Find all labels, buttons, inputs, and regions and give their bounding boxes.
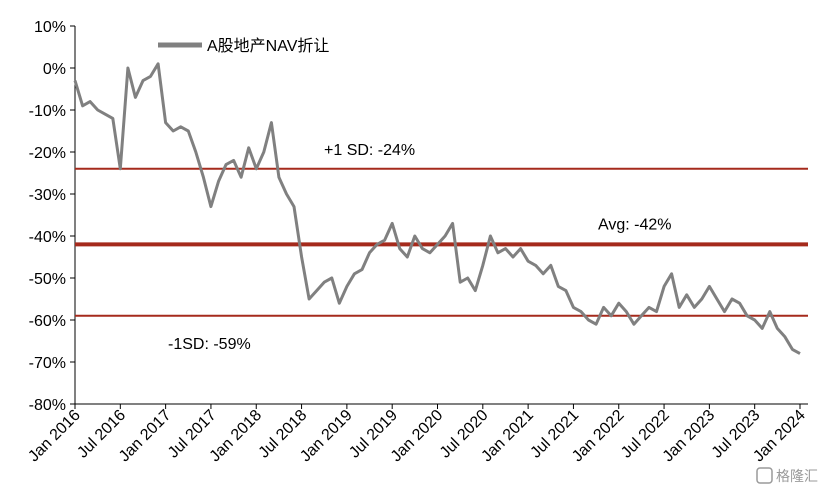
legend: A股地产NAV折让 [158, 37, 329, 55]
y-tick-label: -70% [29, 355, 66, 372]
watermark-text: 格隆汇 [776, 469, 818, 485]
y-tick-label: 0% [43, 61, 66, 78]
series-line [73, 62, 801, 355]
y-tick-label: -60% [29, 313, 66, 330]
reference-lines [75, 167, 808, 317]
x-tick-label: Jan 2016 [25, 407, 84, 466]
y-tick-label: -50% [29, 271, 66, 288]
y-tick-label: 10% [34, 19, 66, 36]
legend-label: A股地产NAV折让 [207, 37, 329, 55]
watermark: 格隆汇 [756, 467, 818, 485]
reference-line-label: +1 SD: -24% [324, 142, 415, 159]
y-tick-label: -30% [29, 187, 66, 204]
y-tick-label: -10% [29, 103, 66, 120]
series-group [73, 62, 801, 355]
reference-line-label: -1SD: -59% [168, 336, 251, 353]
y-tick-label: -80% [29, 397, 66, 414]
watermark-logo-icon [756, 467, 773, 484]
annotations: +1 SD: -24% Avg: -42% -1SD: -59% [168, 142, 672, 353]
y-tick-label: -20% [29, 145, 66, 162]
reference-line-label: Avg: -42% [598, 216, 672, 233]
y-tick-label: -40% [29, 229, 66, 246]
y-axis: 10% 0% -10% -20% -30% -40% -50% -60% -70% -80% [29, 19, 76, 414]
